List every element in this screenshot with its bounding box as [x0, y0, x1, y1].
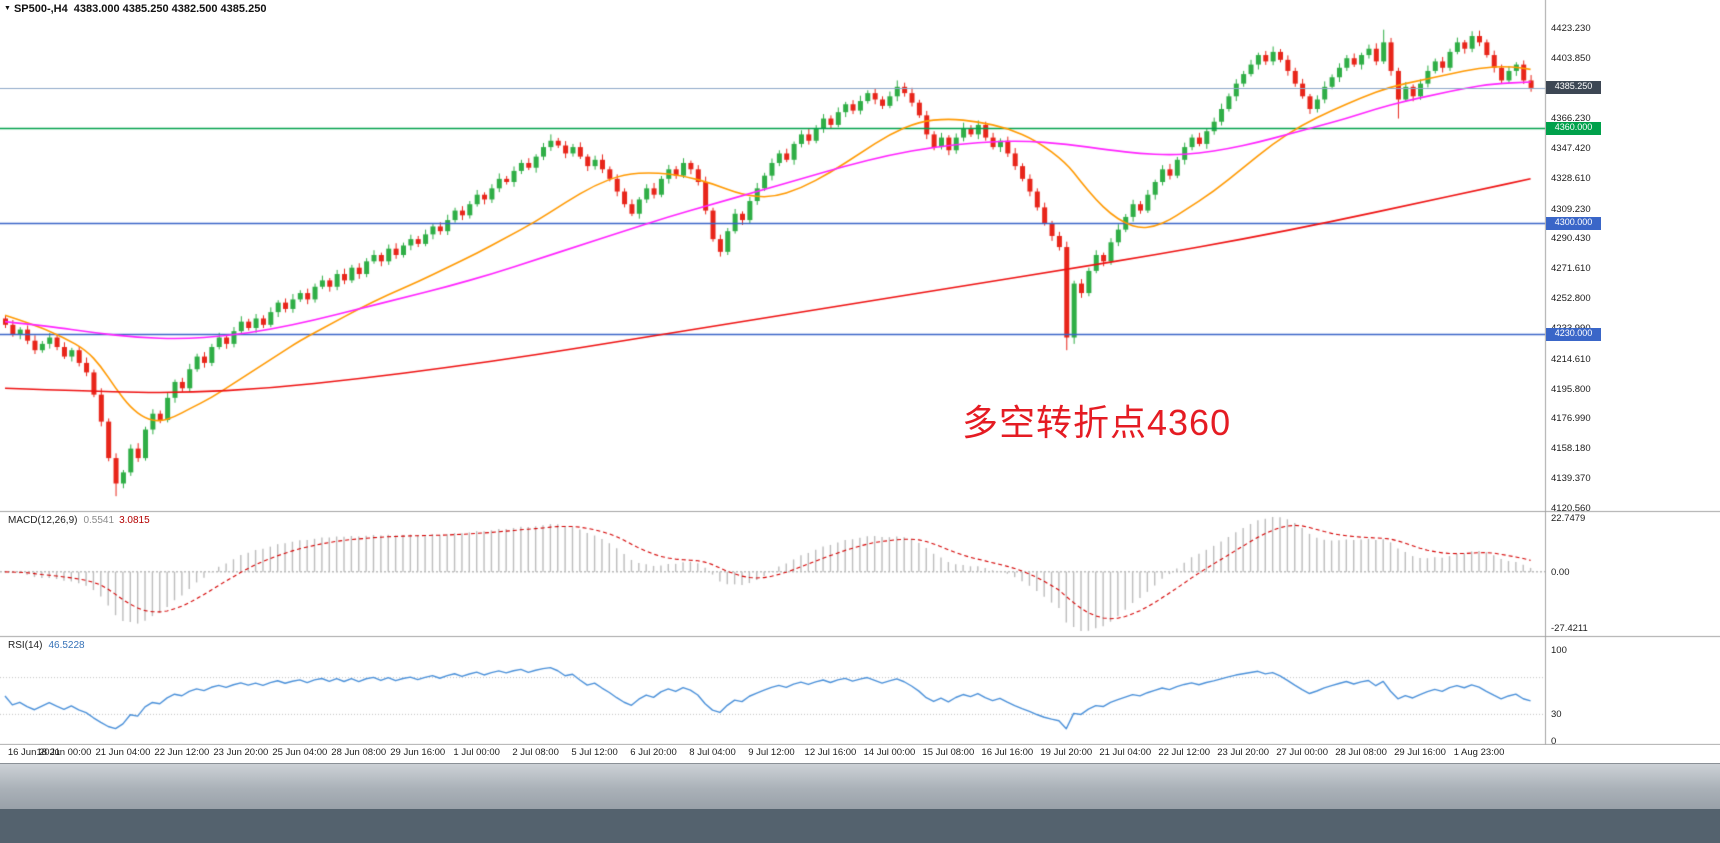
time-axis-label: 14 Jul 00:00	[863, 747, 916, 758]
time-axis-label: 8 Jul 04:00	[689, 747, 736, 758]
macd-axis-min: -27.4211	[1551, 623, 1588, 634]
price-axis-label: 4158.180	[1551, 443, 1591, 455]
time-axis-label: 15 Jul 08:00	[922, 747, 975, 758]
price-axis-label: 4139.370	[1551, 473, 1591, 485]
price-chart-canvas[interactable]	[0, 0, 1720, 763]
price-axis-label: 4290.430	[1551, 233, 1591, 245]
time-axis-label: 27 Jul 00:00	[1276, 747, 1328, 758]
chart-shift-marker-icon: ▼	[4, 5, 11, 12]
lower-panel-band	[0, 763, 1720, 809]
rsi-value: 46.5228	[48, 640, 85, 651]
macd-name: MACD(12,26,9)	[8, 515, 78, 526]
time-axis-label: 2 Jul 08:00	[512, 747, 559, 758]
price-axis-label: 4195.800	[1551, 383, 1591, 395]
time-axis-label: 28 Jun 08:00	[331, 747, 387, 758]
support-line-4360-badge: 4360.000	[1546, 121, 1601, 135]
time-axis-label: 29 Jun 16:00	[390, 747, 446, 758]
time-axis-label: 29 Jul 16:00	[1394, 747, 1446, 758]
macd-axis-max: 22.7479	[1551, 513, 1586, 524]
macd-axis-zero: 0.00	[1551, 566, 1570, 578]
time-axis-label: 22 Jun 12:00	[154, 747, 210, 758]
rsi-axis-30: 30	[1551, 709, 1562, 721]
status-bar-band	[0, 809, 1720, 843]
rsi-axis-100: 100	[1551, 645, 1567, 656]
price-axis-label: 4271.610	[1551, 263, 1591, 275]
time-axis-label: 12 Jul 16:00	[804, 747, 857, 758]
time-axis-label: 1 Jul 00:00	[453, 747, 500, 758]
price-axis-label: 4347.420	[1551, 143, 1591, 155]
price-axis-label: 4176.990	[1551, 413, 1591, 425]
time-axis-label: 6 Jul 20:00	[630, 747, 677, 758]
price-axis-label: 4366.230	[1551, 113, 1591, 125]
time-axis-label: 5 Jul 12:00	[571, 747, 618, 758]
time-axis-label: 21 Jun 04:00	[95, 747, 151, 758]
chart-title: ▼ SP500-,H4 4383.000 4385.250 4382.500 438…	[4, 3, 266, 15]
time-axis-label: 18 Jun 00:00	[36, 747, 92, 758]
time-axis-label: 25 Jun 04:00	[272, 747, 328, 758]
price-axis-label: 4309.230	[1551, 203, 1591, 215]
time-axis-label: 16 Jun 2021	[7, 747, 61, 758]
time-axis-label: 21 Jul 04:00	[1099, 747, 1152, 758]
macd-indicator-label: MACD(12,26,9) 0.5541 3.0815	[8, 515, 150, 526]
macd-value-main: 0.5541	[83, 515, 115, 526]
price-axis-label: 4214.610	[1551, 353, 1591, 365]
time-axis-label: 23 Jun 20:00	[213, 747, 269, 758]
time-axis-label: 22 Jul 12:00	[1158, 747, 1211, 758]
chart-symbol-period: SP500-,H4	[13, 3, 68, 15]
support-line-4230-badge: 4230.000	[1546, 327, 1601, 341]
rsi-indicator-label: RSI(14) 46.5228	[8, 640, 85, 651]
time-axis-label: 9 Jul 12:00	[748, 747, 795, 758]
price-axis-label: 4403.850	[1551, 53, 1591, 65]
time-axis-label: 1 Aug 23:00	[1453, 747, 1505, 758]
chart-ohlc-quote: 4383.000 4385.250 4382.500 4385.250	[73, 3, 267, 15]
chart-annotation: 多空转折点4360	[962, 402, 1232, 443]
price-axis-label: 4328.610	[1551, 172, 1591, 184]
price-axis[interactable]: 4423.230 4403.850 4366.230 4347.420 4328.610…	[1545, 0, 1720, 747]
macd-value-signal: 3.0815	[119, 515, 150, 526]
price-axis-label: 4423.230	[1551, 22, 1591, 34]
time-axis-label: 23 Jul 20:00	[1217, 747, 1270, 758]
rsi-name: RSI(14)	[8, 640, 43, 651]
rsi-axis-0: 0	[1551, 736, 1557, 747]
current-price-line-badge: 4385.250	[1546, 81, 1601, 95]
price-axis-label: 4120.560	[1551, 502, 1591, 514]
support-line-4300-badge: 4300.000	[1546, 216, 1601, 230]
time-axis-label: 19 Jul 20:00	[1040, 747, 1093, 758]
time-axis[interactable]: 16 Jun 2021 18 Jun 00:00 21 Jun 04:00 22 Ju…	[0, 745, 1720, 763]
price-axis-label: 4252.800	[1551, 293, 1591, 305]
time-axis-label: 28 Jul 08:00	[1335, 747, 1387, 758]
time-axis-label: 16 Jul 16:00	[981, 747, 1034, 758]
